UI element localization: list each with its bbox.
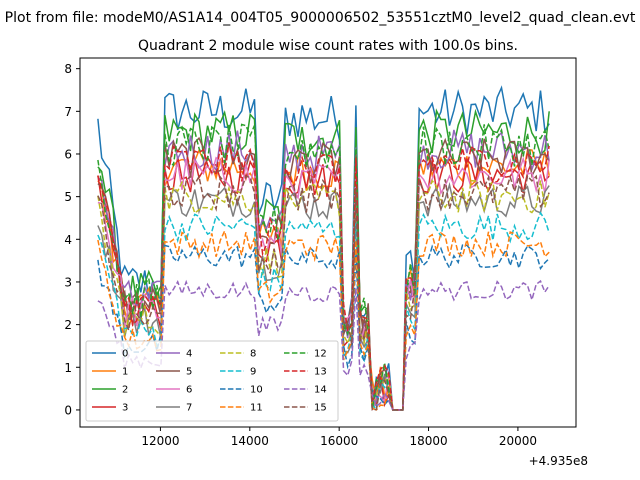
y-tick-label: 6 bbox=[64, 147, 72, 161]
legend-label: 3 bbox=[122, 403, 128, 414]
y-tick-label: 5 bbox=[64, 190, 72, 204]
y-tick-label: 1 bbox=[64, 361, 72, 375]
legend-label: 1 bbox=[122, 367, 128, 378]
series-line-7 bbox=[97, 181, 550, 411]
legend-label: 15 bbox=[314, 403, 327, 414]
x-offset-label: +4.935e8 bbox=[529, 454, 588, 468]
series-line-10 bbox=[97, 244, 550, 411]
series-line-0 bbox=[97, 85, 550, 411]
x-tick-label: 12000 bbox=[141, 434, 179, 448]
y-tick-label: 8 bbox=[64, 62, 72, 76]
legend-label: 11 bbox=[250, 403, 263, 414]
legend-label: 8 bbox=[250, 349, 256, 360]
y-tick-label: 7 bbox=[64, 105, 72, 119]
legend-label: 7 bbox=[186, 403, 192, 414]
legend-label: 9 bbox=[250, 367, 256, 378]
series-line-13 bbox=[97, 142, 550, 411]
legend-label: 0 bbox=[122, 349, 128, 360]
series-line-11 bbox=[97, 228, 550, 411]
figure-suptitle: Plot from file: modeM0/AS1A14_004T05_900… bbox=[5, 10, 636, 26]
y-axis: 0 1 2 3 4 5 6 7 8 bbox=[64, 62, 80, 417]
x-tick-label: 18000 bbox=[409, 434, 447, 448]
series-group bbox=[97, 85, 550, 412]
y-tick-label: 4 bbox=[64, 233, 72, 247]
legend-label: 2 bbox=[122, 385, 128, 396]
series-line-15 bbox=[97, 174, 550, 411]
series-line-4 bbox=[97, 129, 550, 411]
legend-label: 10 bbox=[250, 385, 263, 396]
x-tick-label: 14000 bbox=[231, 434, 269, 448]
legend-label: 4 bbox=[186, 349, 192, 360]
legend-label: 5 bbox=[186, 367, 192, 378]
legend-frame bbox=[85, 340, 339, 422]
x-axis: 12000 14000 16000 18000 20000 bbox=[141, 427, 537, 448]
y-tick-label: 3 bbox=[64, 275, 72, 289]
series-line-8 bbox=[97, 179, 550, 411]
legend-label: 12 bbox=[314, 349, 327, 360]
series-line-9 bbox=[97, 211, 550, 412]
y-tick-label: 2 bbox=[64, 318, 72, 332]
series-line-14 bbox=[97, 279, 550, 411]
chart-title: Quadrant 2 module wise count rates with … bbox=[138, 38, 518, 54]
axes-frame bbox=[79, 57, 577, 428]
legend-label: 6 bbox=[186, 385, 192, 396]
legend-label: 14 bbox=[314, 385, 327, 396]
y-tick-label: 0 bbox=[64, 403, 72, 417]
x-tick-label: 16000 bbox=[320, 434, 358, 448]
legend-label: 13 bbox=[314, 367, 327, 378]
x-tick-label: 20000 bbox=[499, 434, 537, 448]
